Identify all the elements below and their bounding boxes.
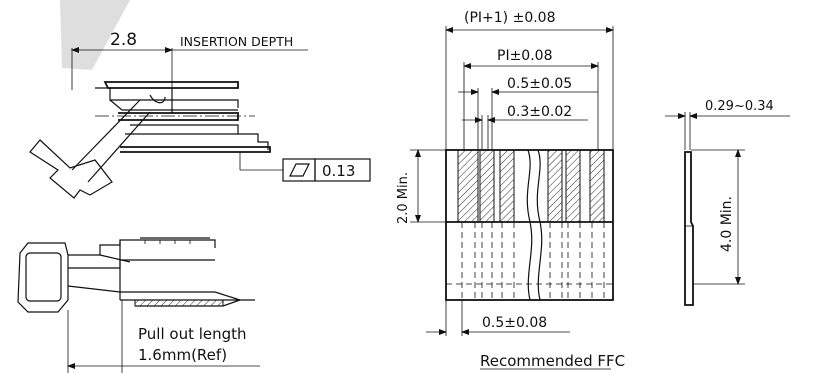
dim-total-width: (PI+1) ±0.08 [464, 10, 556, 26]
dim-stiffener-length: 2.0 Min. [396, 172, 411, 224]
dim-conductor: 0.3±0.02 [507, 104, 572, 120]
dim-pitch: 0.5±0.05 [507, 76, 572, 92]
dim-edge: 0.5±0.08 [482, 315, 547, 331]
ffc-drawing: (PI+1) ±0.08 PI±0.08 0.5±0.05 0.3±0.02 [396, 10, 625, 370]
pull-out-length-value: 1.6mm(Ref) [138, 346, 227, 364]
insertion-depth-value: 2.8 [110, 30, 137, 50]
connector-side-view-top: 2.8 INSERTION DEPTH 0.13 [29, 30, 371, 199]
ffc-side-view: 0.29~0.34 4.0 Min. [665, 99, 790, 306]
dim-pitch-total: PI±0.08 [497, 48, 552, 64]
ffc-title: Recommended FFC [480, 352, 625, 370]
flatness-value: 0.13 [322, 162, 355, 180]
pull-out-length-label: Pull out length [138, 325, 247, 343]
connector-side-view-bottom: Pull out length 1.6mm(Ref) [17, 237, 260, 373]
dim-exposed-length: 4.0 Min. [719, 196, 735, 252]
dim-thickness: 0.29~0.34 [705, 99, 774, 114]
insertion-depth-label: INSERTION DEPTH [180, 34, 293, 49]
